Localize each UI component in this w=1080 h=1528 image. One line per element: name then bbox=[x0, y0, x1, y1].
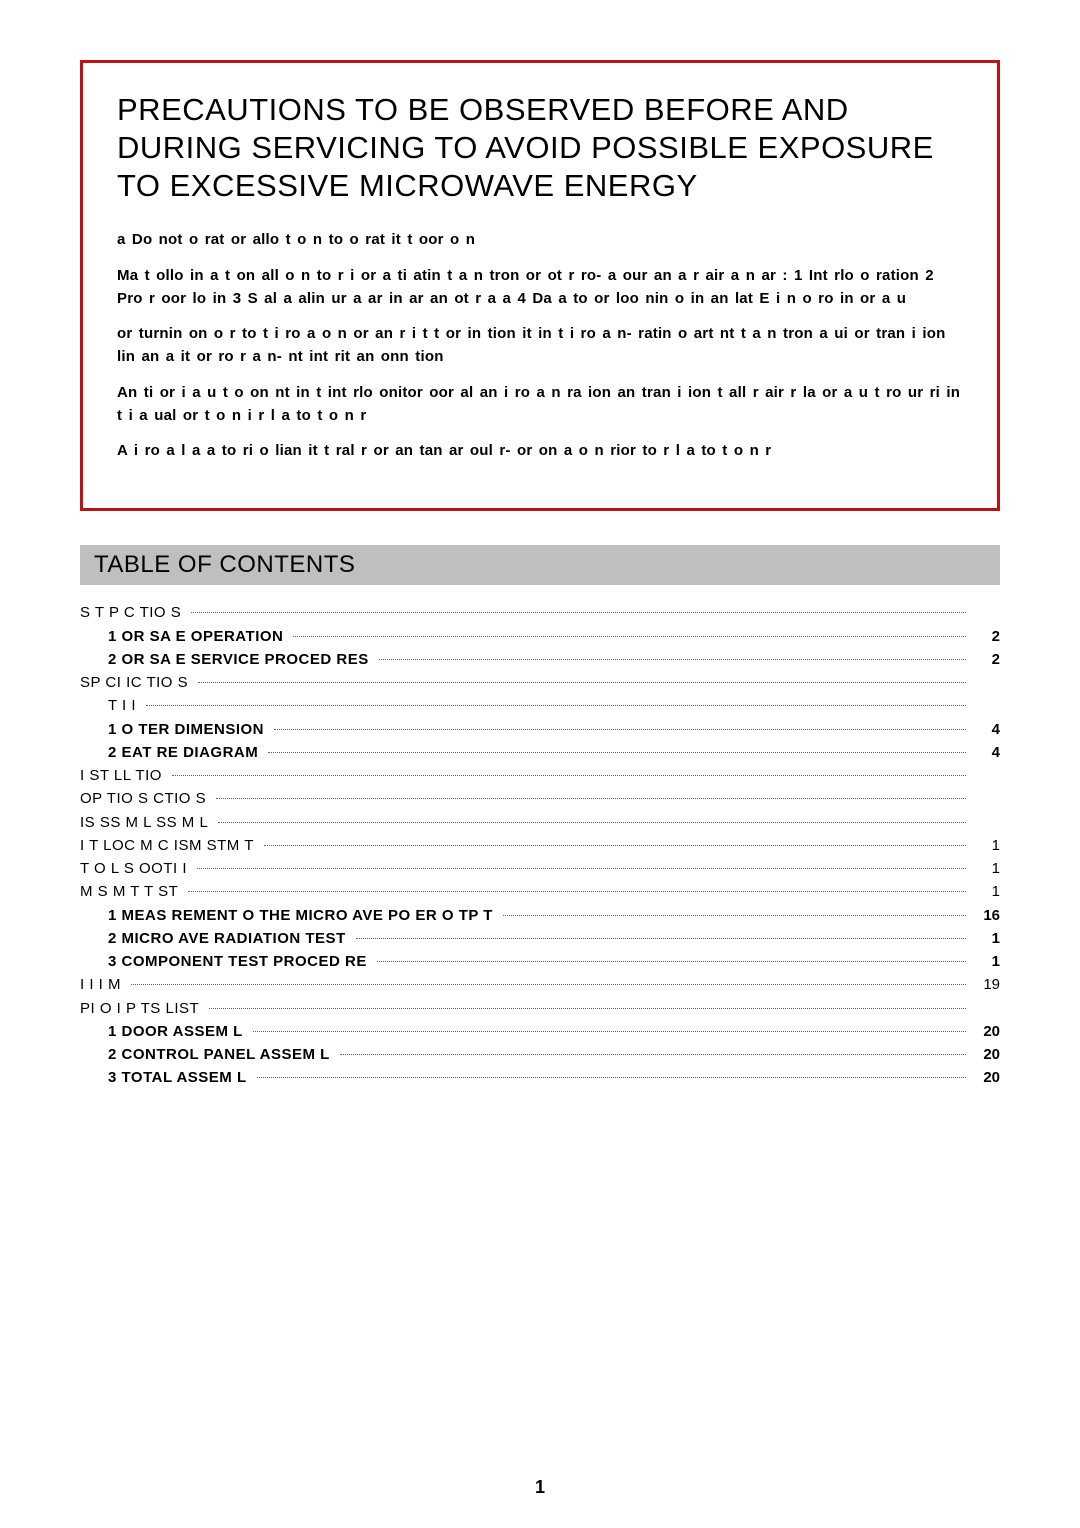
toc-label: I ST LL TIO bbox=[80, 764, 162, 787]
toc-label: 2 MICRO AVE RADIATION TEST bbox=[108, 927, 346, 950]
toc-page: 1 bbox=[976, 880, 1000, 903]
toc-page: 1 bbox=[976, 950, 1000, 973]
toc-leader bbox=[216, 798, 966, 799]
toc-label: T O L S OOTI I bbox=[80, 857, 187, 880]
toc-label: PI O I P TS LIST bbox=[80, 997, 199, 1020]
toc-label: I T LOC M C ISM STM T bbox=[80, 834, 254, 857]
toc-leader bbox=[356, 938, 966, 939]
toc-leader bbox=[268, 752, 966, 753]
toc-header: TABLE OF CONTENTS bbox=[80, 545, 1000, 585]
toc-leader bbox=[131, 984, 966, 985]
toc-row: I I I M 19 bbox=[80, 973, 1000, 996]
precautions-paragraph: a Do not o rat or allo t o n to o rat it… bbox=[117, 228, 963, 251]
toc-page: 20 bbox=[976, 1020, 1000, 1043]
toc-label: 1 O TER DIMENSION bbox=[108, 718, 264, 741]
toc-row: M S M T T ST 1 bbox=[80, 880, 1000, 903]
precautions-paragraph: Ma t ollo in a t on all o n to r i or a … bbox=[117, 264, 963, 311]
toc-label: M S M T T ST bbox=[80, 880, 178, 903]
precautions-paragraph: A i ro a l a a to ri o lian it t ral r o… bbox=[117, 439, 963, 462]
toc-label: 1 DOOR ASSEM L bbox=[108, 1020, 243, 1043]
toc-leader bbox=[274, 729, 966, 730]
toc-leader bbox=[257, 1077, 966, 1078]
toc-row: 2 EAT RE DIAGRAM 4 bbox=[80, 741, 1000, 764]
toc-leader bbox=[340, 1054, 966, 1055]
toc-page: 20 bbox=[976, 1043, 1000, 1066]
toc-row: 2 CONTROL PANEL ASSEM L 20 bbox=[80, 1043, 1000, 1066]
toc-row: 1 MEAS REMENT O THE MICRO AVE PO ER O TP… bbox=[80, 904, 1000, 927]
toc-row: IS SS M L SS M L bbox=[80, 811, 1000, 834]
toc-page: 19 bbox=[976, 973, 1000, 996]
toc-row: 2 OR SA E SERVICE PROCED RES 2 bbox=[80, 648, 1000, 671]
toc-row: SP CI IC TIO S bbox=[80, 671, 1000, 694]
toc-page: 4 bbox=[976, 741, 1000, 764]
toc-label: 1 OR SA E OPERATION bbox=[108, 625, 283, 648]
toc-label: OP TIO S CTIO S bbox=[80, 787, 206, 810]
toc-label: T I I bbox=[108, 694, 136, 717]
toc-leader bbox=[503, 915, 966, 916]
toc-row: T O L S OOTI I 1 bbox=[80, 857, 1000, 880]
precautions-paragraph: or turnin on o r to t i ro a o n or an r… bbox=[117, 322, 963, 369]
toc-label: I I I M bbox=[80, 973, 121, 996]
toc-row: I T LOC M C ISM STM T 1 bbox=[80, 834, 1000, 857]
toc-page: 1 bbox=[976, 927, 1000, 950]
toc-row: 2 MICRO AVE RADIATION TEST 1 bbox=[80, 927, 1000, 950]
toc-leader bbox=[209, 1008, 966, 1009]
toc-row: S T P C TIO S bbox=[80, 601, 1000, 624]
toc-label: 2 OR SA E SERVICE PROCED RES bbox=[108, 648, 369, 671]
toc-label: IS SS M L SS M L bbox=[80, 811, 208, 834]
toc-row: I ST LL TIO bbox=[80, 764, 1000, 787]
precautions-title: PRECAUTIONS TO BE OBSERVED BEFORE AND DU… bbox=[117, 91, 963, 204]
toc-row: OP TIO S CTIO S bbox=[80, 787, 1000, 810]
toc-page: 4 bbox=[976, 718, 1000, 741]
toc-label: S T P C TIO S bbox=[80, 601, 181, 624]
toc-leader bbox=[264, 845, 966, 846]
toc-page: 1 bbox=[976, 857, 1000, 880]
toc-page: 16 bbox=[976, 904, 1000, 927]
toc-row: T I I bbox=[80, 694, 1000, 717]
toc-label: 3 TOTAL ASSEM L bbox=[108, 1066, 247, 1089]
table-of-contents: S T P C TIO S1 OR SA E OPERATION22 OR SA… bbox=[80, 601, 1000, 1089]
toc-leader bbox=[191, 612, 966, 613]
precautions-paragraph: An ti or i a u t o on nt in t int rlo on… bbox=[117, 381, 963, 428]
page: PRECAUTIONS TO BE OBSERVED BEFORE AND DU… bbox=[0, 0, 1080, 1528]
toc-leader bbox=[198, 682, 966, 683]
toc-leader bbox=[188, 891, 966, 892]
toc-label: 2 CONTROL PANEL ASSEM L bbox=[108, 1043, 330, 1066]
toc-leader bbox=[379, 659, 966, 660]
toc-leader bbox=[146, 705, 966, 706]
page-number: 1 bbox=[0, 1477, 1080, 1498]
precautions-box: PRECAUTIONS TO BE OBSERVED BEFORE AND DU… bbox=[80, 60, 1000, 511]
toc-leader bbox=[293, 636, 966, 637]
toc-leader bbox=[218, 822, 966, 823]
toc-row: 1 O TER DIMENSION 4 bbox=[80, 718, 1000, 741]
toc-row: 3 COMPONENT TEST PROCED RE 1 bbox=[80, 950, 1000, 973]
toc-label: 1 MEAS REMENT O THE MICRO AVE PO ER O TP… bbox=[108, 904, 493, 927]
toc-page: 1 bbox=[976, 834, 1000, 857]
toc-row: PI O I P TS LIST bbox=[80, 997, 1000, 1020]
toc-page: 2 bbox=[976, 625, 1000, 648]
toc-leader bbox=[172, 775, 966, 776]
toc-label: SP CI IC TIO S bbox=[80, 671, 188, 694]
toc-row: 1 OR SA E OPERATION 2 bbox=[80, 625, 1000, 648]
toc-page: 20 bbox=[976, 1066, 1000, 1089]
toc-leader bbox=[377, 961, 966, 962]
toc-row: 1 DOOR ASSEM L 20 bbox=[80, 1020, 1000, 1043]
toc-label: 2 EAT RE DIAGRAM bbox=[108, 741, 258, 764]
toc-leader bbox=[253, 1031, 966, 1032]
toc-leader bbox=[197, 868, 966, 869]
toc-page: 2 bbox=[976, 648, 1000, 671]
toc-label: 3 COMPONENT TEST PROCED RE bbox=[108, 950, 367, 973]
toc-row: 3 TOTAL ASSEM L 20 bbox=[80, 1066, 1000, 1089]
precautions-body: a Do not o rat or allo t o n to o rat it… bbox=[117, 228, 963, 462]
